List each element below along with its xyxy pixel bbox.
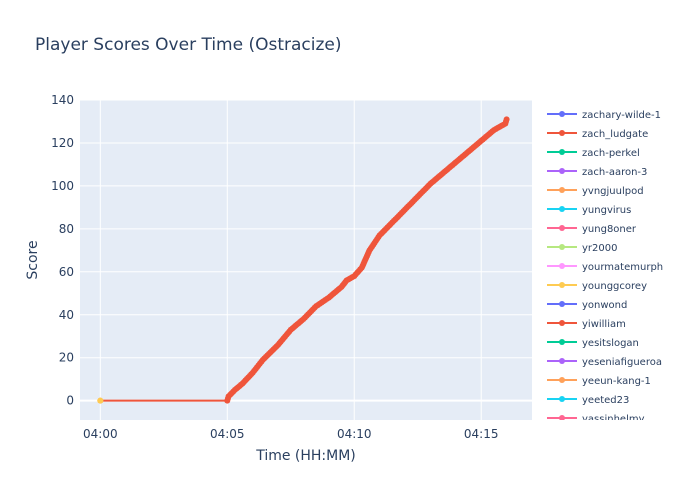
legend-item[interactable]: yeseniafigueroa <box>547 357 662 368</box>
legend-swatch-marker <box>559 263 565 269</box>
legend-label: yeseniafigueroa <box>582 357 662 368</box>
legend-swatch-marker <box>559 320 565 326</box>
legend-item[interactable]: yung8oner <box>547 224 637 235</box>
y-tick-label: 80 <box>59 222 74 236</box>
y-tick-label: 0 <box>66 394 74 408</box>
legend-swatch-marker <box>559 339 565 345</box>
legend-swatch-marker <box>559 415 565 420</box>
legend-label: zach-perkel <box>582 148 640 159</box>
legend-label: zachary-wilde-1 <box>582 110 661 121</box>
legend-swatch-marker <box>559 187 565 193</box>
legend-item[interactable]: zach_ludgate <box>547 129 648 140</box>
x-tick-label: 04:15 <box>464 427 499 441</box>
legend[interactable]: zachary-wilde-1 zach_ludgate zach-perkel za… <box>547 110 663 425</box>
legend-swatch-marker <box>559 130 565 136</box>
series-point <box>503 116 510 123</box>
x-tick-label: 04:05 <box>210 427 245 441</box>
y-axis-title: Score <box>25 240 41 279</box>
legend-label: yourmatemurph <box>582 262 663 273</box>
legend-label: yr2000 <box>582 243 617 254</box>
legend-item[interactable]: younggcorey <box>547 281 647 292</box>
legend-swatch-marker <box>559 282 565 288</box>
legend-item[interactable]: yeeted23 <box>547 395 629 406</box>
y-tick-label: 100 <box>51 179 74 193</box>
legend-item[interactable]: zach-perkel <box>547 148 640 159</box>
legend-swatch-marker <box>559 111 565 117</box>
x-tick-label: 04:10 <box>337 427 372 441</box>
y-tick-label: 40 <box>59 308 74 322</box>
series-lines <box>97 116 510 404</box>
y-tick-label: 60 <box>59 265 74 279</box>
legend-swatch-marker <box>559 244 565 250</box>
legend-swatch-marker <box>559 377 565 383</box>
legend-item[interactable]: yr2000 <box>547 243 617 254</box>
y-tick-label: 120 <box>51 136 74 150</box>
legend-swatch-marker <box>559 358 565 364</box>
legend-item[interactable]: yesitslogan <box>547 338 639 349</box>
series-point-younggcorey <box>97 397 104 404</box>
legend-swatch-marker <box>559 168 565 174</box>
legend-item[interactable]: yourmatemurph <box>547 262 663 273</box>
x-axis-title: Time (HH:MM) <box>255 448 356 464</box>
legend-label: yvngjuulpod <box>582 186 644 197</box>
legend-item[interactable]: yvngjuulpod <box>547 186 644 197</box>
y-tick-label: 140 <box>51 93 74 107</box>
tick-labels: 0 20 40 60 80 100 120 140 04:00 04:05 04:10 04:15 <box>51 93 498 441</box>
legend-label: yonwond <box>582 300 627 311</box>
legend-label: younggcorey <box>582 281 647 292</box>
legend-label: yeeted23 <box>582 395 629 406</box>
legend-label: yiwilliam <box>582 319 626 330</box>
legend-label: yeeun-kang-1 <box>582 376 651 387</box>
plot-area <box>80 100 532 420</box>
legend-swatch-marker <box>559 301 565 307</box>
legend-item[interactable]: zachary-wilde-1 <box>547 110 661 121</box>
legend-item[interactable]: yungvirus <box>547 205 631 216</box>
legend-label: yesitslogan <box>582 338 639 349</box>
legend-item[interactable]: yonwond <box>547 300 627 311</box>
legend-label: yungvirus <box>582 205 631 216</box>
legend-swatch-marker <box>559 206 565 212</box>
gridlines <box>80 99 532 420</box>
legend-item[interactable]: zach-aaron-3 <box>547 167 647 178</box>
y-tick-label: 20 <box>59 351 74 365</box>
legend-swatch-marker <box>559 396 565 402</box>
legend-label: yung8oner <box>582 224 637 235</box>
legend-item[interactable]: yiwilliam <box>547 319 626 330</box>
legend-item[interactable]: yassinhelmy <box>547 414 645 425</box>
chart-title: Player Scores Over Time (Ostracize) <box>35 35 342 55</box>
legend-label: zach_ludgate <box>582 129 648 140</box>
legend-label: zach-aaron-3 <box>582 167 647 178</box>
x-tick-label: 04:00 <box>83 427 118 441</box>
legend-swatch-marker <box>559 149 565 155</box>
legend-swatch-marker <box>559 225 565 231</box>
legend-item[interactable]: yeeun-kang-1 <box>547 376 651 387</box>
legend-label: yassinhelmy <box>582 414 645 425</box>
